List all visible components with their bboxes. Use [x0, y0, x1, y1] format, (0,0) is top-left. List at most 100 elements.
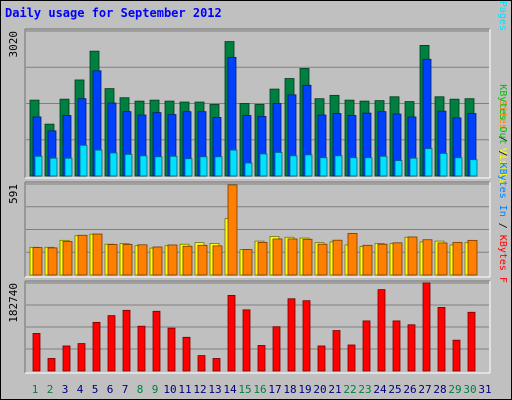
x-tick-label-20: 20 — [313, 383, 326, 396]
bar-pages-5 — [94, 149, 103, 177]
bar-kbytes-f-30 — [467, 311, 476, 372]
bar-pages-8 — [139, 155, 148, 177]
bar-pages-23 — [364, 157, 373, 177]
bar-sites-12 — [197, 244, 208, 276]
bar-pages-10 — [169, 155, 178, 177]
bar-sites-9 — [152, 246, 163, 276]
legend-entry: KBytes In — [497, 163, 508, 217]
bar-kbytes-f-3 — [62, 345, 71, 372]
legend-entry: / — [497, 217, 508, 235]
x-tick-label-2: 2 — [47, 383, 54, 396]
bar-sites-5 — [92, 233, 103, 276]
bar-pages-2 — [49, 157, 58, 177]
bar-sites-24 — [377, 243, 388, 276]
x-tick-label-8: 8 — [137, 383, 144, 396]
x-tick-label-1: 1 — [32, 383, 39, 396]
bar-pages-17 — [274, 152, 283, 177]
bar-kbytes-f-17 — [272, 326, 281, 372]
legend-entry: KBytes F — [497, 235, 508, 283]
bar-pages-9 — [154, 156, 163, 177]
bar-pages-26 — [409, 157, 418, 177]
bar-pages-27 — [424, 148, 433, 177]
x-tick-label-21: 21 — [328, 383, 341, 396]
x-tick-label-16: 16 — [253, 383, 266, 396]
bar-sites-18 — [287, 238, 298, 276]
bar-kbytes-f-27 — [422, 282, 431, 372]
bar-sites-16 — [257, 241, 268, 276]
y-axis-max-label: 3020 — [7, 31, 20, 58]
bar-pages-11 — [184, 158, 193, 177]
bar-pages-20 — [319, 157, 328, 177]
legend-entry: / — [497, 130, 508, 148]
bar-sites-3 — [62, 241, 73, 276]
bar-pages-13 — [214, 156, 223, 177]
x-tick-label-7: 7 — [122, 383, 129, 396]
bar-pages-1 — [34, 155, 43, 177]
bar-kbytes-f-12 — [197, 355, 206, 372]
bar-kbytes-f-22 — [347, 344, 356, 372]
bar-kbytes-f-13 — [212, 358, 221, 372]
bar-pages-30 — [469, 159, 478, 177]
bar-sites-15 — [242, 249, 253, 276]
bar-pages-3 — [64, 157, 73, 177]
bar-kbytes-f-29 — [452, 339, 461, 372]
x-tick-label-22: 22 — [343, 383, 356, 396]
x-tick-label-14: 14 — [223, 383, 237, 396]
bar-kbytes-f-15 — [242, 309, 251, 372]
x-tick-label-9: 9 — [152, 383, 159, 396]
x-tick-label-4: 4 — [77, 383, 84, 396]
bar-sites-2 — [47, 247, 58, 276]
bar-kbytes-f-26 — [407, 324, 416, 372]
bar-sites-20 — [317, 243, 328, 276]
bar-pages-15 — [244, 162, 253, 177]
bar-pages-4 — [79, 144, 88, 177]
bar-sites-6 — [107, 244, 118, 276]
legend-entry: Sites — [497, 100, 508, 130]
bar-kbytes-f-16 — [257, 345, 266, 372]
bar-sites-27 — [422, 239, 433, 276]
bar-sites-30 — [467, 239, 478, 276]
x-tick-label-17: 17 — [268, 383, 281, 396]
bar-kbytes-f-19 — [302, 300, 311, 372]
bar-pages-22 — [349, 157, 358, 177]
bar-sites-29 — [452, 241, 463, 276]
x-tick-label-30: 30 — [463, 383, 476, 396]
x-tick-label-29: 29 — [448, 383, 461, 396]
bar-sites-14 — [227, 184, 238, 276]
bar-pages-6 — [109, 152, 118, 177]
bar-kbytes-f-9 — [152, 310, 161, 372]
bar-sites-21 — [332, 239, 343, 276]
bar-sites-23 — [362, 244, 373, 276]
bar-pages-24 — [379, 155, 388, 177]
bar-kbytes-f-2 — [47, 358, 56, 372]
x-tick-label-27: 27 — [418, 383, 431, 396]
legend-entry: Visits — [497, 148, 508, 184]
x-tick-label-18: 18 — [283, 383, 296, 396]
bar-pages-16 — [259, 153, 268, 177]
bar-sites-19 — [302, 238, 313, 276]
bar-pages-7 — [124, 153, 133, 177]
bar-sites-13 — [212, 245, 223, 276]
bar-kbytes-f-14 — [227, 294, 236, 372]
x-tick-label-5: 5 — [92, 383, 99, 396]
bar-kbytes-f-7 — [122, 309, 131, 372]
bar-kbytes-f-5 — [92, 321, 101, 372]
x-tick-label-19: 19 — [298, 383, 311, 396]
bar-kbytes-f-4 — [77, 343, 86, 372]
bar-sites-1 — [32, 247, 43, 276]
bar-kbytes-f-23 — [362, 320, 371, 372]
bar-sites-26 — [407, 236, 418, 276]
y-axis-max-label: 591 — [7, 184, 20, 204]
x-tick-label-24: 24 — [373, 383, 387, 396]
legend-entry: / — [497, 0, 508, 1]
x-tick-label-26: 26 — [403, 383, 416, 396]
bar-pages-25 — [394, 160, 403, 177]
x-tick-label-10: 10 — [163, 383, 176, 396]
x-tick-label-6: 6 — [107, 383, 114, 396]
bar-pages-29 — [454, 157, 463, 177]
x-tick-label-11: 11 — [178, 383, 191, 396]
x-tick-label-3: 3 — [62, 383, 69, 396]
x-tick-label-31: 31 — [478, 383, 491, 396]
bar-pages-19 — [304, 154, 313, 177]
